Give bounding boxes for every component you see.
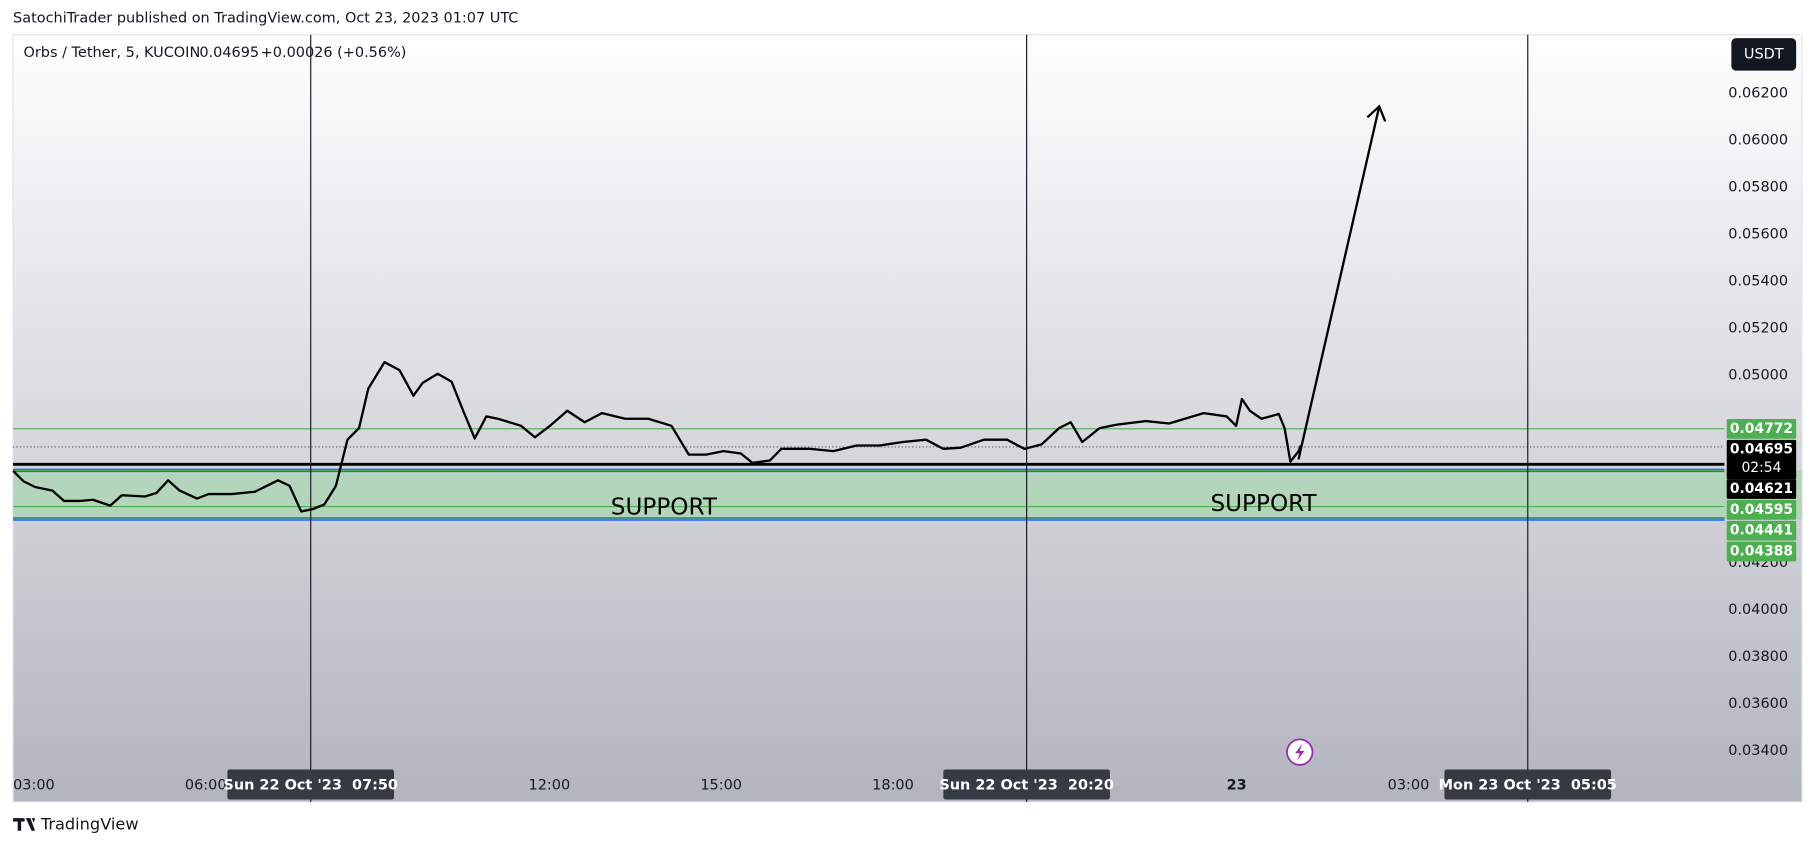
chart-area [12, 34, 1803, 803]
y-tick-label: 0.06200 [1728, 86, 1788, 102]
time-label: Sun 22 Oct '23 07:50 [223, 778, 398, 794]
price-badge [1726, 479, 1797, 499]
price-line [12, 361, 1302, 513]
time-label: Mon 23 Oct '23 05:05 [1439, 778, 1617, 794]
arrow-head [1366, 104, 1387, 122]
time-label-box [227, 769, 395, 800]
y-tick-label: 0.03400 [1728, 743, 1788, 759]
y-tick-label: 0.03600 [1728, 696, 1788, 712]
legend-symbol: Orbs / Tether, 5, KUCOIN [23, 45, 200, 61]
price-badge-label: 0.04441 [1730, 523, 1793, 539]
price-badge [1726, 500, 1797, 520]
legend-price: 0.04695 [199, 45, 259, 61]
currency-label[interactable]: USDT [1744, 46, 1784, 62]
overlay: Orbs / Tether, 5, KUCOIN 0.04695 +0.0002… [23, 38, 1797, 766]
annotation: SUPPORT [1210, 491, 1317, 517]
y-tick-label: 0.06000 [1728, 133, 1788, 149]
annotation: SUPPORT [611, 495, 718, 521]
price-badge [1726, 541, 1797, 562]
y-tick-label: 0.04000 [1728, 602, 1788, 618]
price-badge-label: 0.04772 [1730, 421, 1793, 437]
price-badge-label: 0.04388 [1730, 544, 1793, 560]
x-tick-label: 23 [1227, 778, 1247, 794]
time-label: Sun 22 Oct '23 20:20 [939, 778, 1114, 794]
legend-change: +0.00026 (+0.56%) [261, 45, 407, 61]
price-badge-label: 0.04695 [1730, 442, 1793, 458]
y-tick-label: 0.05200 [1728, 320, 1788, 336]
y-tick-label: 0.05400 [1728, 273, 1788, 289]
time-label-box [1444, 769, 1612, 800]
price-badge [1726, 419, 1797, 439]
price-badge-label: 0.04595 [1730, 502, 1793, 518]
header: SatochiTrader published on TradingView.c… [13, 11, 518, 27]
footer-logo [13, 818, 36, 831]
x-tick-label: 18:00 [872, 778, 914, 794]
x-tick-label: 03:00 [1388, 778, 1430, 794]
x-tick-label: 06:00 [185, 778, 227, 794]
price-badge-label: 0.04621 [1730, 481, 1793, 497]
x-tick-label: 03:00 [13, 778, 55, 794]
price-badge [1726, 439, 1797, 480]
y-tick-label: 0.03800 [1728, 649, 1788, 665]
event-bolt [1295, 744, 1305, 761]
footer: TradingView [40, 815, 139, 834]
price-badge [1726, 520, 1797, 541]
arrow [1297, 106, 1381, 460]
plot: 0.034000.036000.038000.040000.042000.050… [12, 34, 1802, 802]
x-tick-label: 12:00 [529, 778, 571, 794]
y-tick-label: 0.05000 [1728, 367, 1788, 383]
x-tick-label: 15:00 [700, 778, 742, 794]
support-zone [13, 470, 1802, 520]
currency-button[interactable] [1731, 38, 1797, 71]
countdown: 02:54 [1741, 460, 1781, 476]
time-label-box [943, 769, 1110, 800]
y-tick-label: 0.05800 [1728, 180, 1788, 196]
y-tick-label: 0.05600 [1728, 226, 1788, 242]
